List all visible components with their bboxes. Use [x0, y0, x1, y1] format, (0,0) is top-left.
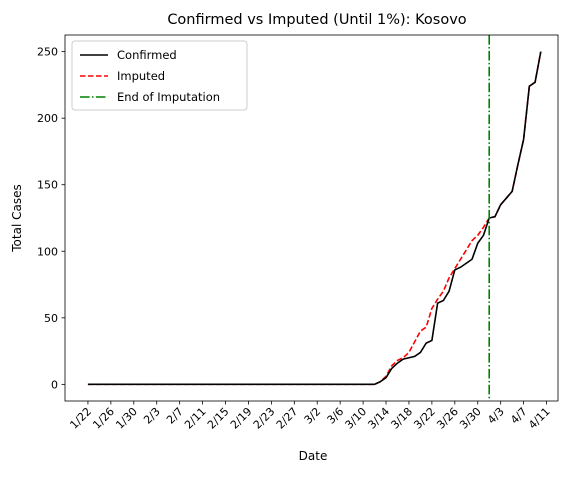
- series-line-confirmed: [87, 51, 542, 386]
- x-tick-label: 2/11: [182, 405, 209, 432]
- legend-box: [71, 40, 248, 111]
- y-tick-label: 250: [37, 46, 58, 59]
- y-tick-label: 50: [44, 312, 58, 325]
- y-axis-label: Total Cases: [10, 184, 24, 252]
- x-tick-label: 2/23: [251, 405, 278, 432]
- legend-label: Imputed: [117, 69, 165, 83]
- x-tick-label: 1/22: [67, 405, 94, 432]
- x-tick-label: 3/2: [302, 405, 324, 427]
- y-tick-label: 0: [51, 378, 58, 391]
- x-tick-label: 2/19: [228, 405, 255, 432]
- x-tick-label: 3/18: [388, 405, 415, 432]
- x-tick-label: 2/27: [274, 405, 301, 432]
- x-tick-label: 4/3: [485, 405, 507, 427]
- x-tick-label: 1/26: [90, 405, 117, 432]
- y-tick-label: 100: [37, 245, 58, 258]
- legend-label: End of Imputation: [117, 90, 220, 104]
- legend-label: Confirmed: [117, 48, 177, 62]
- x-tick-label: 2/3: [141, 405, 163, 427]
- x-tick-label: 4/11: [526, 405, 553, 432]
- x-tick-label: 1/30: [113, 405, 140, 432]
- x-tick-label: 3/30: [457, 405, 484, 432]
- x-axis-label: Date: [299, 449, 328, 463]
- y-tick-label: 150: [37, 179, 58, 192]
- x-tick-label: 2/15: [205, 405, 232, 432]
- y-axis: 0 50 100 150 200 250: [37, 46, 65, 391]
- plot-area: [64, 34, 559, 402]
- x-axis: 1/221/261/30 2/3 2/72/112/152/192/232/27 3/…: [67, 401, 553, 432]
- chart-title: Confirmed vs Imputed (Until 1%): Kosovo: [167, 12, 466, 28]
- y-tick-label: 200: [37, 112, 58, 125]
- legend: Confirmed Imputed End of Imputation: [71, 40, 248, 111]
- x-tick-label: 3/26: [434, 405, 461, 432]
- x-tick-label: 3/22: [411, 405, 438, 432]
- x-tick-label: 3/14: [365, 405, 392, 432]
- plot-frame: [64, 34, 559, 402]
- x-tick-label: 3/10: [343, 405, 370, 432]
